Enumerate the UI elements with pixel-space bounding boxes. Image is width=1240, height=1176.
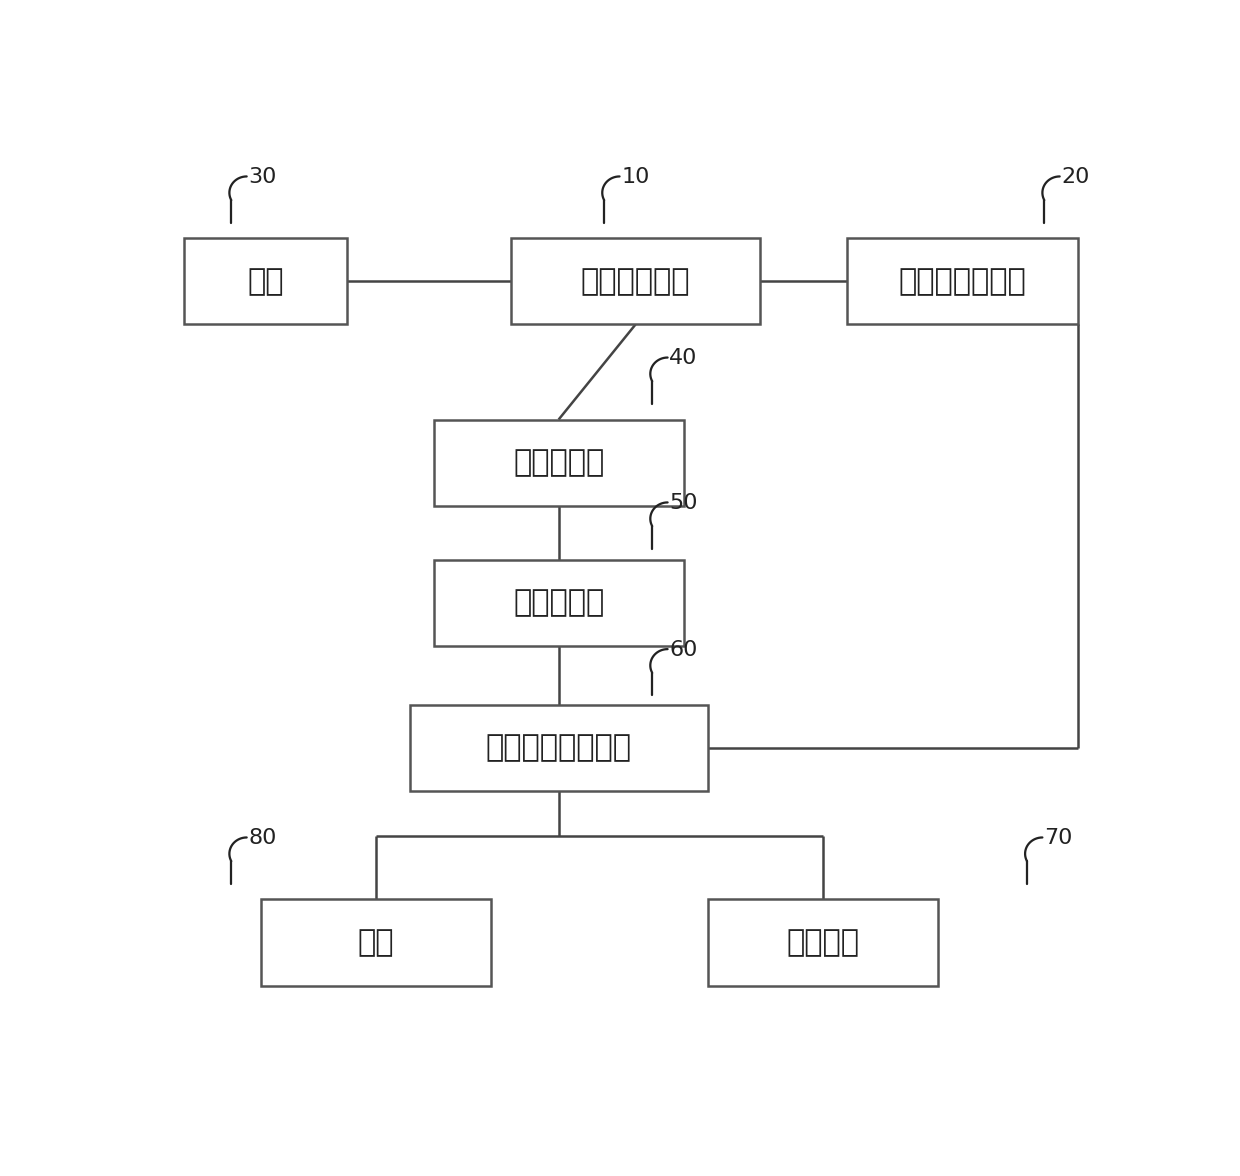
Bar [409, 704, 708, 790]
Text: 80: 80 [248, 828, 277, 848]
Bar [260, 900, 491, 985]
Text: 50: 50 [670, 493, 698, 514]
Bar [708, 900, 939, 985]
Text: 70: 70 [1044, 828, 1073, 848]
Bar [434, 420, 683, 506]
Text: 20: 20 [1061, 167, 1090, 187]
Bar [184, 239, 347, 325]
Bar [511, 239, 760, 325]
Text: 10: 10 [621, 167, 650, 187]
Text: 数控机床工控机: 数控机床工控机 [898, 267, 1027, 296]
Text: 数据采集卡: 数据采集卡 [513, 588, 604, 617]
Text: 报警装置: 报警装置 [786, 928, 859, 957]
Text: 电流互感器: 电流互感器 [513, 448, 604, 477]
Text: 30: 30 [248, 167, 277, 187]
Text: 电流数据处理模块: 电流数据处理模块 [486, 734, 631, 762]
Text: 刀具: 刀具 [247, 267, 284, 296]
Text: 终端: 终端 [358, 928, 394, 957]
Bar [434, 560, 683, 646]
Text: 主轴伺服电机: 主轴伺服电机 [580, 267, 691, 296]
Text: 60: 60 [670, 640, 698, 660]
Bar [847, 239, 1078, 325]
Text: 40: 40 [670, 348, 698, 368]
